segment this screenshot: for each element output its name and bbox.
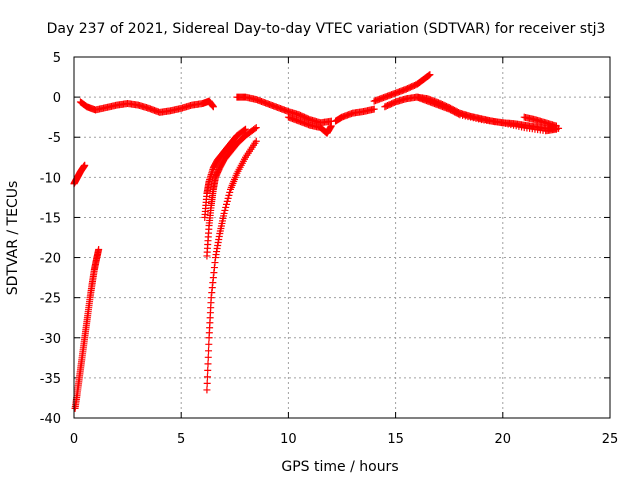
x-tick-label: 25 bbox=[602, 432, 619, 447]
data-point bbox=[389, 99, 397, 107]
x-tick-labels: 0 5 10 15 20 25 bbox=[70, 432, 618, 447]
data-point bbox=[551, 122, 559, 130]
data-point bbox=[250, 126, 258, 134]
series bbox=[413, 93, 560, 135]
y-tick-label: -5 bbox=[48, 131, 61, 146]
y-tick-label: -35 bbox=[40, 372, 61, 387]
series bbox=[332, 105, 378, 125]
y-tick-label: -15 bbox=[40, 211, 61, 226]
grid bbox=[74, 57, 610, 418]
data-point bbox=[222, 200, 230, 208]
data-point bbox=[204, 353, 212, 361]
data-point bbox=[215, 232, 223, 240]
y-tick-label: -20 bbox=[40, 252, 61, 267]
series bbox=[284, 113, 335, 137]
data-point bbox=[220, 212, 228, 220]
data-point bbox=[496, 118, 504, 126]
y-tick-label: -10 bbox=[40, 171, 61, 186]
series bbox=[233, 93, 335, 127]
data-point bbox=[209, 102, 217, 110]
x-tick-label: 15 bbox=[387, 432, 404, 447]
data-point bbox=[221, 206, 229, 214]
data-point bbox=[251, 139, 259, 147]
data-point bbox=[204, 366, 212, 374]
data-point bbox=[232, 171, 240, 179]
data-point bbox=[455, 110, 463, 118]
data-point bbox=[205, 225, 213, 233]
data-point bbox=[239, 127, 247, 135]
series bbox=[76, 97, 217, 116]
x-axis-label: GPS time / hours bbox=[281, 459, 398, 475]
data-point bbox=[239, 134, 247, 142]
data-point bbox=[240, 126, 248, 134]
data-point bbox=[226, 188, 234, 196]
series bbox=[71, 246, 103, 412]
y-tick-label: -25 bbox=[40, 292, 61, 307]
data-point bbox=[205, 347, 213, 355]
data-point bbox=[425, 71, 433, 79]
data-point bbox=[327, 123, 335, 131]
data-point bbox=[224, 194, 232, 202]
data-point bbox=[424, 72, 432, 80]
data-point bbox=[423, 72, 431, 80]
series bbox=[370, 71, 434, 105]
x-tick-label: 10 bbox=[280, 432, 297, 447]
data-point bbox=[205, 340, 213, 348]
data-point bbox=[223, 197, 231, 205]
data-point bbox=[211, 259, 219, 267]
data-points bbox=[70, 71, 563, 412]
series bbox=[203, 124, 260, 260]
chart-title: Day 237 of 2021, Sidereal Day-to-day VTE… bbox=[47, 21, 606, 37]
data-point bbox=[453, 109, 461, 117]
data-point bbox=[251, 125, 259, 133]
data-point bbox=[203, 379, 211, 387]
data-point bbox=[518, 123, 526, 131]
x-tick-label: 20 bbox=[495, 432, 512, 447]
data-point bbox=[240, 155, 248, 163]
data-point bbox=[222, 203, 230, 211]
data-point bbox=[203, 373, 211, 381]
data-point bbox=[80, 162, 88, 170]
series bbox=[201, 125, 250, 221]
series bbox=[70, 161, 89, 188]
series bbox=[203, 137, 260, 394]
data-point bbox=[207, 299, 215, 307]
x-tick-label: 0 bbox=[70, 432, 78, 447]
data-point bbox=[475, 115, 483, 123]
data-point bbox=[203, 386, 211, 394]
data-point bbox=[369, 105, 377, 113]
plot-frame bbox=[73, 56, 611, 419]
y-tick-label: -40 bbox=[40, 412, 61, 427]
series bbox=[520, 113, 560, 130]
data-point bbox=[225, 191, 233, 199]
data-point bbox=[204, 360, 212, 368]
x-tick-label: 5 bbox=[177, 432, 185, 447]
data-point bbox=[94, 247, 102, 255]
y-axis-label: SDTVAR / TECUs bbox=[5, 181, 21, 296]
y-tick-label: -30 bbox=[40, 332, 61, 347]
data-point bbox=[205, 179, 213, 187]
y-tick-labels: 5 0 -5 -10 -15 -20 -25 -30 -35 -40 bbox=[40, 51, 61, 427]
y-tick-label: 5 bbox=[53, 51, 61, 66]
y-tick-label: 0 bbox=[53, 91, 61, 106]
